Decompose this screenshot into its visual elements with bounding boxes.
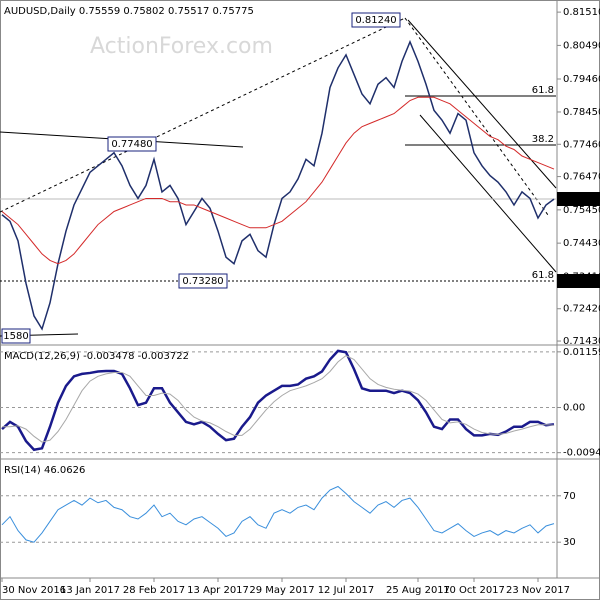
- y-tick-label: -0.009406: [563, 448, 600, 459]
- annotation: 1580: [3, 331, 28, 342]
- panel-title: RSI(14) 46.0626: [4, 465, 85, 476]
- fib-label: 38.2: [532, 134, 554, 145]
- price-label: 0.73280: [560, 276, 600, 287]
- channel-line: [419, 114, 557, 273]
- panel-title: MACD(12,26,9) -0.003478 -0.003722: [4, 351, 189, 362]
- annotation-box: [351, 12, 401, 28]
- x-tick-label: 28 Feb 2017: [123, 585, 185, 596]
- x-tick-label: 10 Oct 2017: [443, 585, 505, 596]
- series-line: [1, 485, 555, 543]
- annotation-box: [178, 273, 228, 289]
- price-label-box: [557, 274, 600, 288]
- channel-line: [407, 19, 557, 189]
- x-tick-label: 13 Apr 2017: [187, 585, 249, 596]
- series-line: [1, 96, 555, 265]
- y-tick-label: 0.01159: [563, 347, 600, 358]
- series-line: [2, 355, 555, 443]
- price-label: 0.75775: [560, 194, 600, 205]
- y-tick-label: 30: [563, 537, 576, 548]
- annotation: 0.77480: [111, 139, 152, 150]
- series-line: [1, 39, 555, 331]
- trend-line: [0, 17, 406, 213]
- annotation-box: [107, 136, 157, 152]
- x-tick-label: 12 Jul 2017: [318, 585, 375, 596]
- annotation-box: [1, 328, 31, 344]
- watermark: ActionForex.com: [90, 34, 273, 59]
- price-label-box: [557, 192, 600, 206]
- series-line: [1, 349, 555, 452]
- x-tick-label: 30 Nov 2016: [2, 585, 66, 596]
- x-tick-label: 29 May 2017: [249, 585, 314, 596]
- fib-label: 61.8: [532, 85, 554, 96]
- x-tick-label: 25 Aug 2017: [386, 585, 450, 596]
- y-tick-label: 0.71430: [563, 336, 600, 347]
- y-tick-label: 0.00: [563, 403, 585, 414]
- annotation: 0.73280: [182, 276, 223, 287]
- x-tick-label: 13 Jan 2017: [60, 585, 120, 596]
- trend-line: [404, 17, 549, 216]
- fib-label: 61.8: [532, 270, 554, 281]
- x-tick-label: 23 Nov 2017: [506, 585, 570, 596]
- annotation: 0.81240: [355, 15, 396, 26]
- panel-title: AUDUSD,Daily 0.75559 0.75802 0.75517 0.7…: [4, 6, 254, 17]
- y-tick-label: 70: [563, 491, 576, 502]
